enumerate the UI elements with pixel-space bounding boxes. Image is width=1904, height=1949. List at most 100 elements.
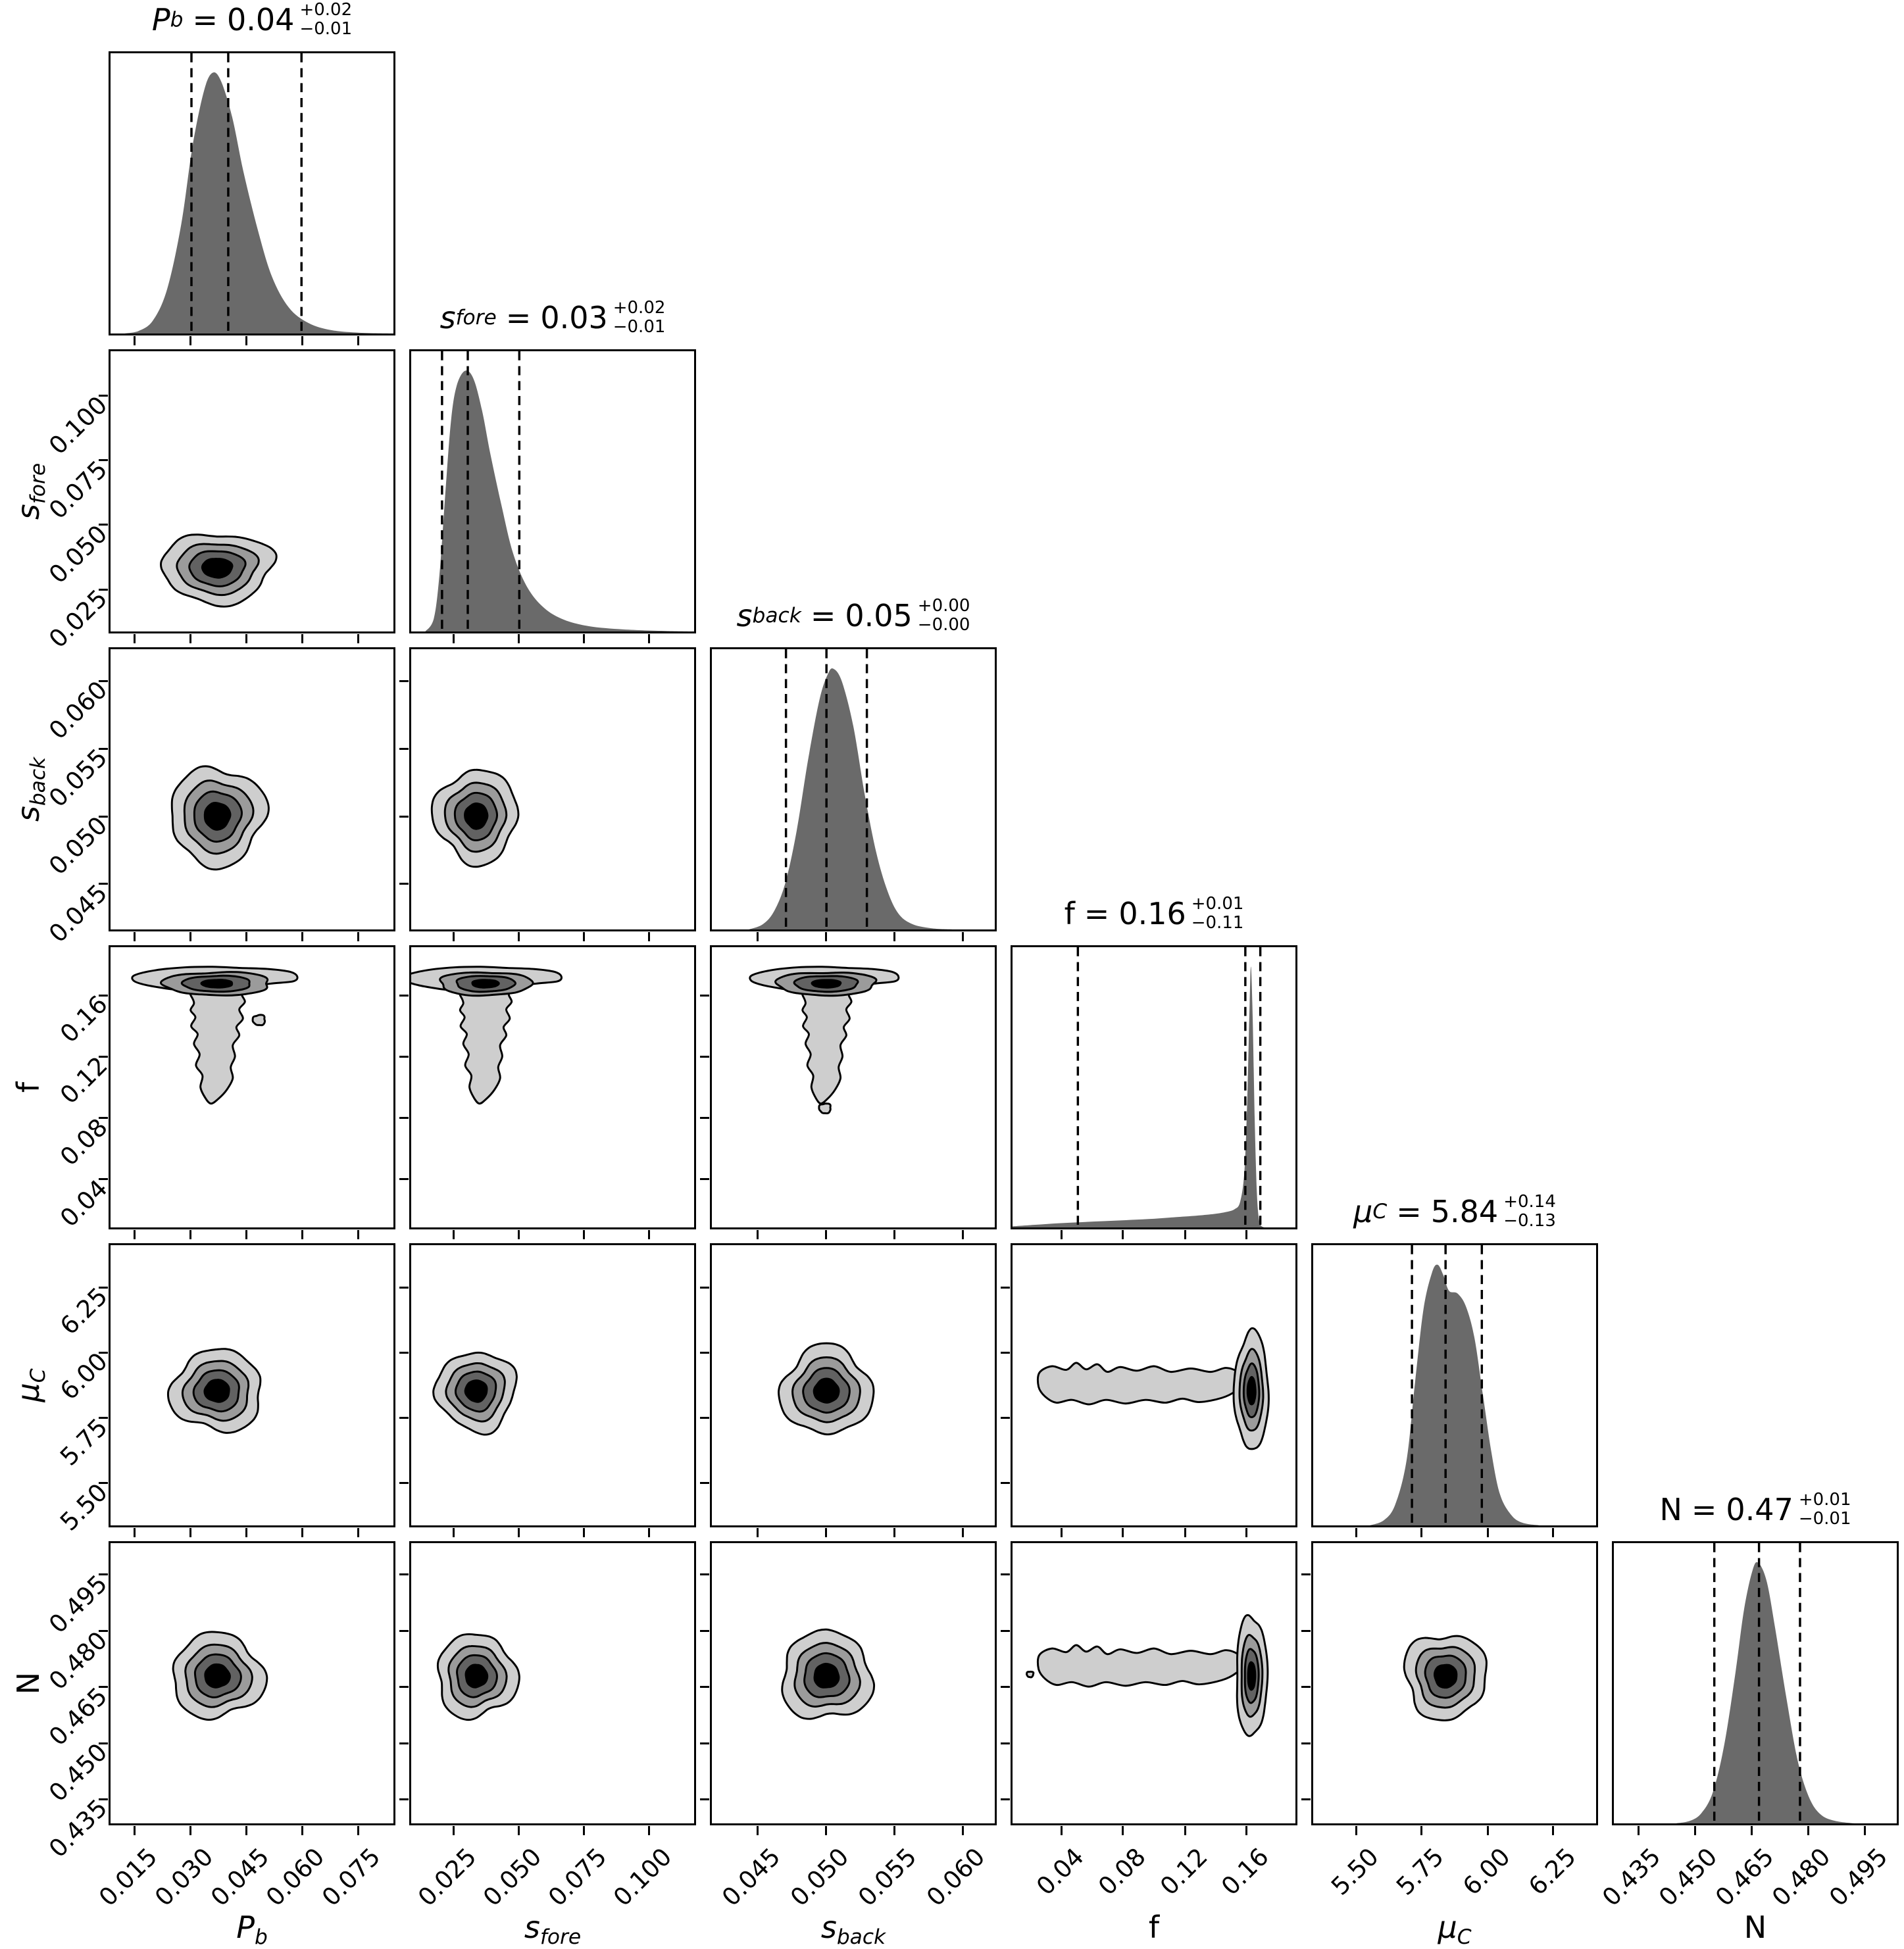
x-tick — [518, 1826, 520, 1835]
param-name: P — [151, 2, 170, 37]
x-tick — [357, 1230, 359, 1239]
y-tick — [1001, 1573, 1010, 1576]
x-tick-label-text: 0.100 — [607, 1842, 677, 1912]
y-tick-label-text: 5.50 — [54, 1477, 113, 1537]
y-tick — [99, 1351, 108, 1354]
x-tick-label: 5.75 — [1375, 1842, 1450, 1901]
y-tick — [1301, 1742, 1311, 1744]
param-name-subscript: C — [26, 1368, 50, 1383]
panel-hist-N — [1612, 1541, 1899, 1825]
x-tick — [134, 1826, 136, 1835]
summary-uncertainty: +0.01 −0.11 — [1191, 893, 1244, 933]
y-tick — [1001, 1482, 1010, 1485]
summary-plus-error: +0.14 — [1503, 1191, 1556, 1212]
panel-contour-f-N — [1011, 1541, 1297, 1825]
summary-minus-error: −0.01 — [299, 19, 353, 39]
x-tick — [893, 1528, 895, 1537]
y-tick — [399, 1117, 409, 1120]
y-tick — [700, 1742, 709, 1744]
y-tick-label: 0.16 — [39, 990, 113, 1049]
x-tick — [518, 1528, 520, 1537]
x-tick — [583, 1826, 586, 1835]
panel-contour-P_b-s_back — [109, 647, 395, 931]
contour-level-0 — [818, 1102, 832, 1115]
param-name-subscript: back — [26, 756, 50, 806]
y-tick — [700, 1178, 709, 1181]
summary-value: 0.47 — [1726, 1492, 1793, 1527]
y-tick — [1001, 1630, 1010, 1632]
y-tick — [1301, 1573, 1311, 1576]
param-name: μ — [1353, 1194, 1373, 1229]
y-tick — [1301, 1630, 1311, 1632]
x-tick — [134, 336, 136, 345]
x-tick — [1807, 1826, 1809, 1835]
y-tick-label-text: 0.04 — [54, 1173, 113, 1233]
x-tick-label: 0.050 — [457, 1842, 547, 1912]
panel-hist-s_back — [710, 647, 997, 931]
x-tick — [961, 932, 964, 941]
y-tick-label: 0.100 — [23, 391, 113, 460]
y-tick-label-text: 0.060 — [43, 676, 113, 745]
x-tick-label: 0.025 — [392, 1842, 482, 1912]
x-tick — [134, 1528, 136, 1537]
summary-plus-error: +0.01 — [1798, 1489, 1851, 1510]
y-tick — [700, 994, 709, 997]
y-tick — [1001, 1286, 1010, 1289]
param-name: s — [11, 504, 47, 520]
panel-contour-s_back-mu_C — [710, 1243, 997, 1527]
x-tick — [1637, 1826, 1640, 1835]
x-tick-label: 0.055 — [832, 1842, 922, 1912]
y-tick-label: 0.025 — [23, 584, 113, 653]
y-tick-label-text: 0.100 — [43, 390, 113, 460]
x-tick-label: 6.25 — [1507, 1842, 1582, 1901]
equals-sign: = — [1396, 1194, 1422, 1229]
x-tick — [1750, 1826, 1753, 1835]
y-tick-label: 0.495 — [23, 1569, 113, 1639]
x-tick — [453, 932, 455, 941]
x-tick — [961, 1528, 964, 1537]
summary-plus-error: +0.01 — [1191, 893, 1244, 914]
y-tick — [700, 1630, 709, 1632]
contour-level-3 — [811, 979, 842, 989]
contour-level-3 — [1247, 1661, 1257, 1691]
title-N: N = 0.47 +0.01 −0.01 — [1612, 1485, 1899, 1535]
y-tick-label-text: 0.050 — [43, 811, 113, 881]
panel-hist-mu_C-canvas — [1370, 1245, 1540, 1525]
panel-contour-P_b-N-canvas — [172, 1631, 268, 1721]
x-tick — [134, 634, 136, 643]
panel-contour-f-N-canvas — [1026, 1614, 1269, 1737]
x-tick-label: 0.100 — [588, 1842, 677, 1912]
y-tick — [99, 815, 108, 818]
x-tick-label: 0.045 — [696, 1842, 786, 1912]
x-tick — [1122, 1826, 1124, 1835]
contour-level-3 — [813, 1377, 840, 1404]
y-tick-label: 0.050 — [23, 520, 113, 589]
param-name-subscript: back — [752, 604, 801, 628]
param-name: s — [524, 1910, 540, 1945]
panel-hist-s_fore — [409, 349, 696, 633]
param-name: N — [1743, 1910, 1767, 1945]
x-tick — [1245, 1826, 1248, 1835]
x-tick — [1552, 1528, 1555, 1537]
y-tick — [1001, 1686, 1010, 1689]
x-tick-label-text: 0.495 — [1823, 1842, 1893, 1912]
param-name: s — [736, 598, 753, 633]
histogram-mu_C — [1370, 1264, 1540, 1525]
summary-minus-error: −0.00 — [917, 615, 970, 635]
x-tick — [893, 1826, 895, 1835]
y-tick — [399, 1417, 409, 1419]
y-tick — [99, 1742, 108, 1744]
contour-level-3 — [1246, 1375, 1257, 1406]
contour-level-0 — [251, 1014, 266, 1027]
x-tick-label-text: 0.075 — [316, 1842, 386, 1912]
x-tick-label: 0.12 — [1139, 1842, 1213, 1901]
x-tick — [518, 634, 520, 643]
x-tick — [245, 1528, 248, 1537]
param-name-subscript: b — [170, 8, 184, 32]
param-name-subscript: C — [1457, 1925, 1472, 1949]
x-tick — [647, 634, 650, 643]
x-tick — [189, 634, 192, 643]
y-tick — [99, 459, 108, 462]
panel-contour-P_b-f-canvas — [131, 966, 299, 1105]
